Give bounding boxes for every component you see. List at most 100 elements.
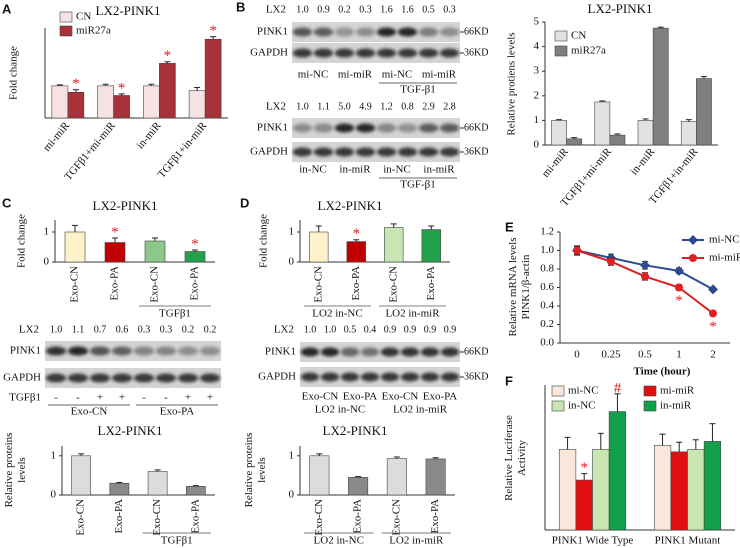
band-ratio: 0.9 [404,324,417,335]
band-ratio: 2.8 [443,101,456,112]
x-tick-label: Exo-CN [313,499,325,536]
band [340,347,360,357]
blot-membrane [292,22,460,42]
legend-label: in-NC [568,400,596,412]
band [292,123,313,133]
y-tick-label: 5 [534,16,540,28]
bar [421,229,441,263]
band [45,373,67,383]
legend-swatch [554,45,568,57]
bar [113,95,130,119]
band [439,147,460,157]
treatment-sign: + [97,392,103,404]
group-label: TGF-β1 [400,84,436,96]
legend-label: mi-NC [568,385,599,397]
band [418,48,439,58]
band-ratio: 0.8 [401,101,414,112]
band [133,346,155,356]
x-tick-label: Exo-CN [390,499,402,536]
band [67,346,89,356]
legend-label: mi-NC [709,234,740,246]
annotation: * [353,226,361,242]
band [155,346,177,356]
annotation: * [118,80,126,96]
band-ratio: 0.5 [422,4,435,15]
band-ratio: 0.3 [443,4,456,15]
x-tick-label: 0.5 [638,349,652,361]
band [199,373,221,383]
point [573,246,581,255]
treatment-sign: - [76,392,80,404]
row-label: PINK1 [265,346,296,358]
group-label: TGFβ1 [161,535,193,547]
band [376,48,397,58]
y-axis-label: Relative proteins [3,433,15,508]
bar [608,411,627,531]
lane-label: in-NC [383,164,411,176]
treatment-sign: + [119,392,125,404]
panel-letter: F [505,373,513,388]
legend-label: miR27a [76,25,111,37]
band [67,373,89,383]
point [709,309,717,318]
x-tick-label: Exo-CN [75,499,87,536]
y-tick-label: 1.0 [540,244,554,256]
band-ratio: 0.9 [317,4,330,15]
band [376,123,397,133]
bar [104,242,126,263]
band [355,48,376,58]
band [440,372,460,382]
band-ratio: 0.2 [182,324,195,335]
band [397,123,418,133]
band-ratio: 1.6 [380,4,393,15]
annotation: * [191,236,199,252]
x-tick-label: Exo-CN [69,266,81,303]
y-tick-label: 0 [289,489,295,501]
band [355,123,376,133]
band [320,347,340,357]
bar [204,38,222,119]
bar [184,251,206,263]
band [439,48,460,58]
bar [637,120,654,146]
band [400,347,420,357]
group-label: LO2 in-miR [393,404,448,416]
x-tick-label: 0.25 [601,349,621,361]
legend-swatch [551,400,565,412]
x-tick-label: Exo-PA [109,266,121,300]
band-ratio: 0.3 [138,324,151,335]
band [376,27,397,37]
bar [51,85,69,119]
y-tick-label: 4 [534,40,540,52]
x-tick-label: Exo-CN [312,266,324,303]
row-label: GAPDH [250,47,288,59]
annotation: * [111,224,119,240]
band [397,27,418,37]
legend-label: CN [76,11,91,23]
size-label: 66KD [464,122,488,133]
legend-label: in-miR [660,400,692,412]
bar [594,101,611,146]
annotation: * [580,460,588,476]
band [292,48,313,58]
band [313,147,334,157]
band [400,372,420,382]
band [418,147,439,157]
band [111,346,133,356]
blot-membrane [300,367,460,387]
chart-title: LX2-PINK1 [318,198,383,213]
y-tick-label: 1 [534,114,540,126]
band-ratio: 1.0 [324,324,337,335]
band [313,123,334,133]
x-tick-label: 0 [574,349,580,361]
row-label: PINK1 [257,26,288,38]
bar [348,477,369,496]
treatment-sign: + [207,392,213,404]
x-tick-label: mi-miR [540,145,572,179]
bar [386,458,407,496]
x-tick-label: PINK1 Mutant [655,535,721,547]
band-ratio: 0.2 [338,4,351,15]
legend-swatch [551,385,565,397]
annotation: * [675,293,683,309]
bar [67,91,85,119]
